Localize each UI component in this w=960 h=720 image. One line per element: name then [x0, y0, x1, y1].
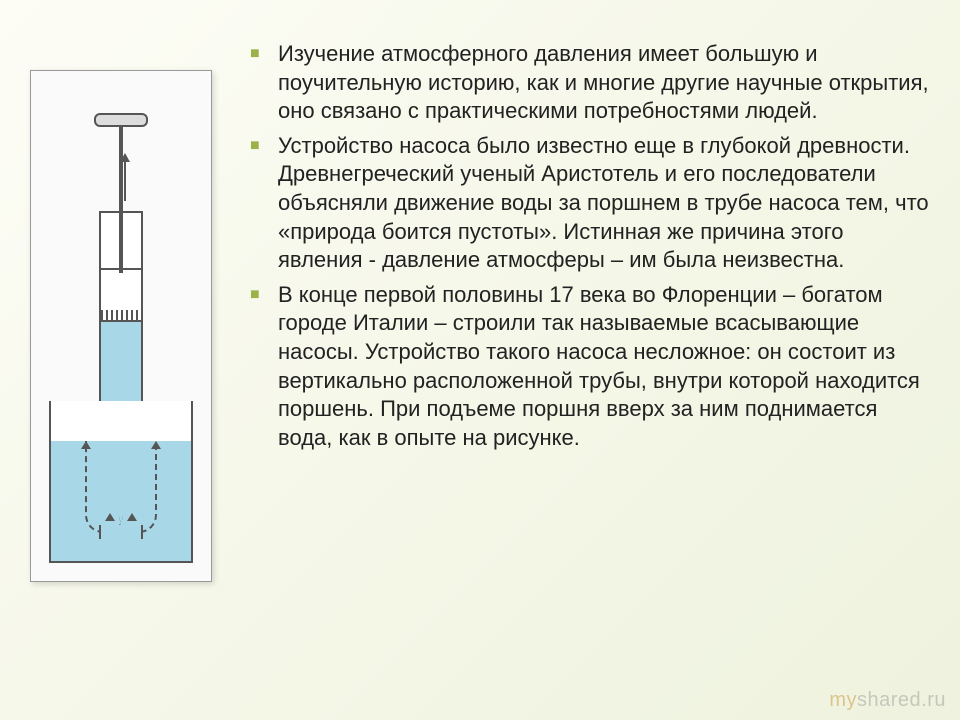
- bullet-text: В конце первой половины 17 века во Флоре…: [278, 282, 920, 450]
- list-item: Изучение атмосферного давления имеет бол…: [250, 40, 930, 126]
- figure-column: [30, 40, 230, 700]
- bullet-text: Изучение атмосферного давления имеет бол…: [278, 41, 929, 123]
- piston: [101, 268, 141, 314]
- list-item: В конце первой половины 17 века во Флоре…: [250, 281, 930, 453]
- flow-arrow-left-icon: [85, 441, 123, 533]
- flow-arrowhead-left-icon: [81, 441, 91, 449]
- flow-arrowhead-right-icon: [151, 441, 161, 449]
- piston-seal: [101, 310, 141, 322]
- text-column: Изучение атмосферного давления имеет бол…: [230, 40, 930, 700]
- tube-opening: [99, 525, 143, 539]
- arrow-up-icon: [124, 161, 126, 201]
- bullet-text: Устройство насоса было известно еще в гл…: [278, 133, 929, 272]
- watermark-rest: shared.ru: [857, 689, 946, 711]
- list-item: Устройство насоса было известно еще в гл…: [250, 132, 930, 275]
- slide: Изучение атмосферного давления имеет бол…: [0, 0, 960, 720]
- watermark: myshared.ru: [829, 689, 946, 712]
- piston-handle: [94, 113, 148, 127]
- bullet-list: Изучение атмосферного давления имеет бол…: [250, 40, 930, 452]
- pump-diagram: [30, 70, 212, 582]
- flow-arrow-right-icon: [119, 441, 157, 533]
- inflow-left-icon: [127, 513, 137, 521]
- watermark-prefix: my: [829, 689, 857, 711]
- vessel: [49, 401, 193, 563]
- piston-rod: [119, 123, 123, 273]
- inflow-right-icon: [105, 513, 115, 521]
